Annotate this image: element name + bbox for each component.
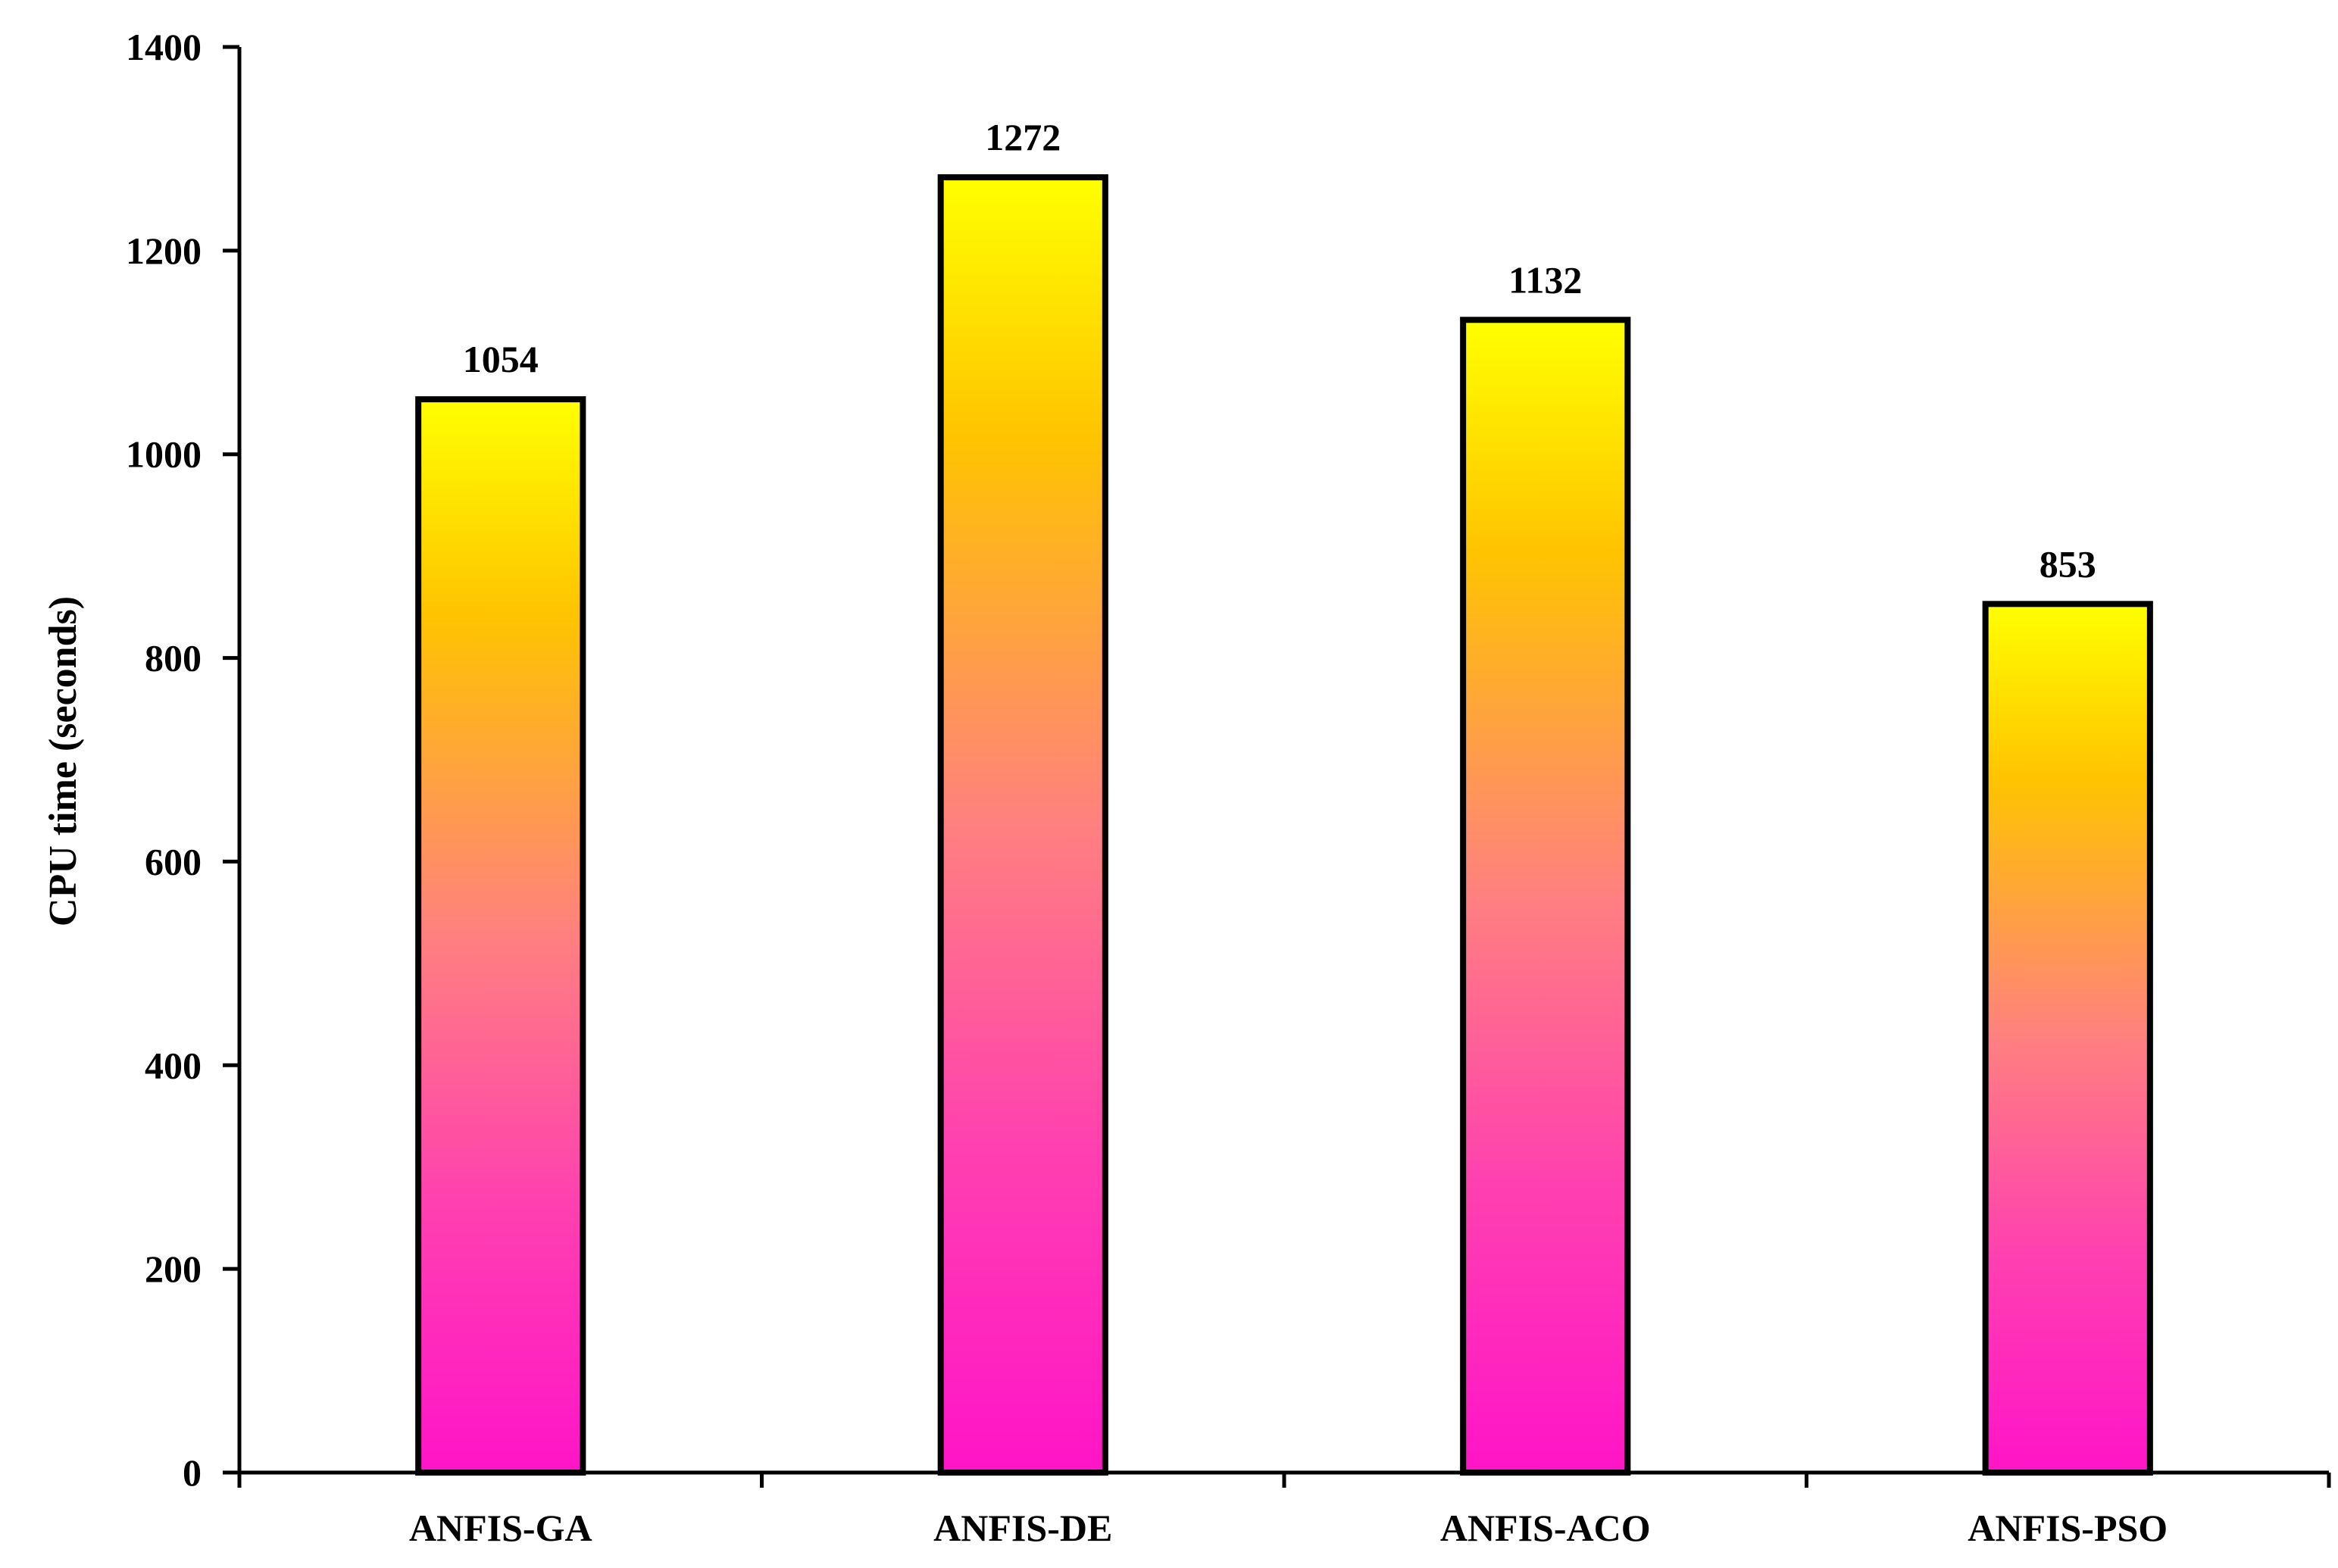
y-tick-label: 600 — [145, 840, 202, 882]
data-label-anfis-ga: 1054 — [463, 338, 539, 380]
data-label-anfis-pso: 853 — [2039, 542, 2096, 585]
y-tick-label: 1400 — [126, 26, 202, 68]
category-label-anfis-aco: ANFIS-ACO — [1440, 1507, 1651, 1549]
y-axis-ticks: 0 200 400 600 800 1000 1200 1400 — [126, 26, 239, 1494]
bar-anfis-pso — [1982, 601, 2153, 1476]
bars — [415, 174, 2153, 1476]
y-tick-label: 1000 — [126, 433, 202, 476]
bar-anfis-de — [937, 174, 1108, 1476]
y-tick-label: 200 — [145, 1248, 202, 1290]
category-label-anfis-de: ANFIS-DE — [933, 1507, 1112, 1549]
category-label-anfis-pso: ANFIS-PSO — [1968, 1507, 2168, 1549]
y-tick-label: 800 — [145, 637, 202, 679]
category-label-anfis-ga: ANFIS-GA — [409, 1507, 592, 1549]
bar-anfis-aco — [1460, 317, 1631, 1476]
x-axis-ticks — [237, 1473, 2331, 1488]
y-tick-label: 400 — [145, 1044, 202, 1086]
data-label-anfis-de: 1272 — [985, 116, 1061, 158]
y-axis-title: CPU time (seconds) — [42, 596, 85, 926]
data-labels: 1054 1272 1132 853 — [463, 116, 2096, 585]
y-tick-label: 0 — [183, 1451, 202, 1494]
y-tick-label: 1200 — [126, 230, 202, 272]
bar-anfis-ga — [415, 396, 586, 1476]
data-label-anfis-aco: 1132 — [1508, 258, 1582, 301]
category-labels: ANFIS-GA ANFIS-DE ANFIS-ACO ANFIS-PSO — [409, 1507, 2168, 1549]
